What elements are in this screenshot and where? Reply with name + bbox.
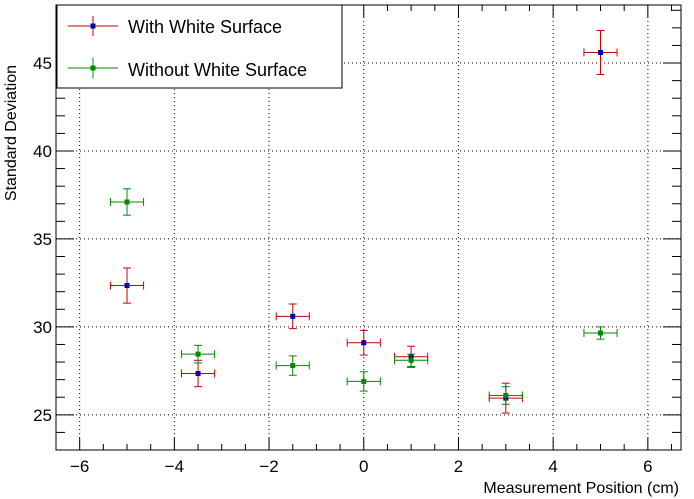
y-tick-label: 35 (33, 230, 52, 249)
legend-marker-with-white-surface (90, 23, 96, 29)
y-axis-title: Standard Deviation (3, 65, 20, 201)
data-point (361, 378, 367, 384)
data-point (195, 351, 201, 357)
x-tick-label: 6 (643, 457, 652, 476)
legend-label-with-white-surface: With White Surface (128, 17, 282, 37)
data-point (124, 199, 130, 205)
x-axis-title: Measurement Position (cm) (483, 480, 679, 497)
legend-entry-with-white-surface: With White Surface (68, 16, 282, 37)
plot-frame (55, 4, 682, 451)
y-tick-label: 45 (33, 54, 52, 73)
legend-marker-without-white-surface (90, 65, 96, 71)
y-tick-label: 25 (33, 406, 52, 425)
legend: With White Surface Without White Surface (56, 4, 343, 89)
tick-labels: −6 −4 −2 0 2 4 6 25 30 35 40 45 (33, 54, 653, 476)
data-point (503, 392, 509, 398)
series-0 (109, 30, 618, 414)
y-tick-label: 40 (33, 142, 52, 161)
data-series (109, 30, 618, 414)
y-tick-label: 30 (33, 318, 52, 337)
grid-lines (56, 5, 681, 450)
data-point (124, 283, 130, 289)
data-point (598, 49, 604, 55)
series-1 (109, 188, 618, 405)
data-point (290, 363, 296, 369)
x-tick-label: 2 (454, 457, 463, 476)
legend-box (56, 4, 343, 89)
x-tick-label: −4 (165, 457, 184, 476)
data-point (408, 357, 414, 363)
x-tick-label: −2 (259, 457, 278, 476)
x-tick-label: 4 (548, 457, 557, 476)
x-tick-label: 0 (359, 457, 368, 476)
data-point (290, 313, 296, 319)
data-point (195, 370, 201, 376)
data-point (598, 330, 604, 336)
legend-entry-without-white-surface: Without White Surface (68, 58, 307, 80)
data-point (361, 340, 367, 346)
legend-label-without-white-surface: Without White Surface (128, 60, 307, 80)
x-tick-label: −6 (70, 457, 89, 476)
